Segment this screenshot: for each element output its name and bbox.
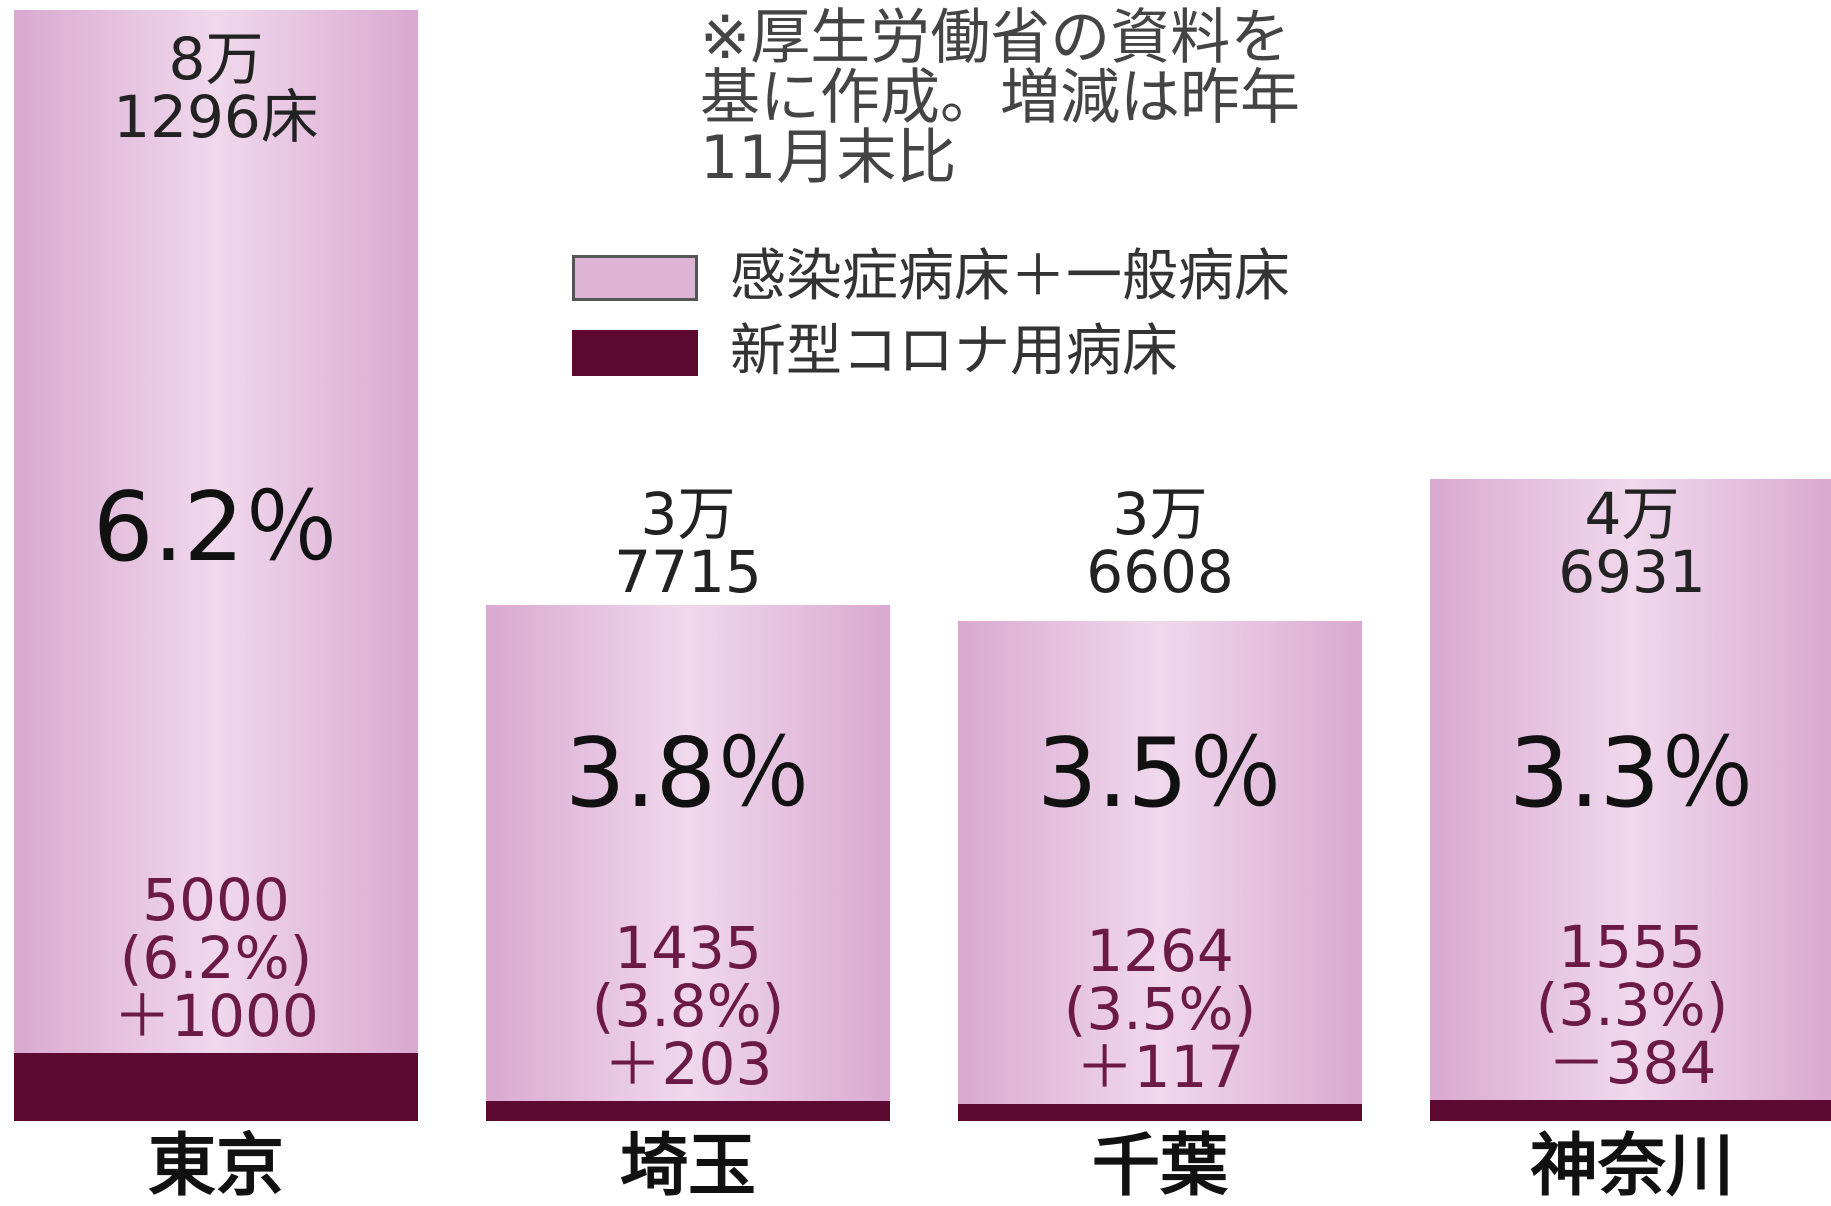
legend-label: 新型コロナ用病床	[730, 319, 1178, 384]
value-label: 8万 1296床	[113, 24, 319, 151]
bar	[14, 1052, 418, 1121]
corona-label: 1435 (3.8%) ＋203	[486, 919, 890, 1093]
bar	[958, 620, 1362, 1121]
x-tick-label: 神奈川	[1529, 1127, 1734, 1206]
share-label-large: 3.3％	[1508, 719, 1756, 829]
bar	[1430, 479, 1831, 1121]
share-label: (3.5%)	[1063, 974, 1257, 1043]
legend-swatch	[572, 330, 698, 376]
x-tick-label: 東京	[147, 1127, 284, 1206]
value-label: 3万 7715	[614, 480, 762, 606]
legend-label: 感染症病床＋一般病床	[730, 244, 1290, 309]
value-label: 5000	[142, 865, 290, 934]
value-label: 3万 6608	[1086, 480, 1234, 606]
share-label: (3.8%)	[591, 972, 785, 1041]
corona-label: 1264 (3.5%) ＋117	[958, 922, 1362, 1096]
bar	[14, 9, 418, 1121]
share-label: (3.3%)	[1535, 970, 1729, 1039]
share-label-large: 3.5％	[1036, 719, 1284, 829]
change-label: ＋117	[1075, 1032, 1245, 1101]
value-label: 1435	[614, 914, 762, 983]
value-label: 1264	[1086, 916, 1234, 985]
bar	[1430, 1099, 1831, 1121]
change-label: －384	[1547, 1028, 1717, 1097]
share-label: (6.2%)	[119, 923, 313, 992]
bar	[486, 1101, 890, 1121]
change-label: ＋1000	[113, 981, 319, 1050]
note-line: 11月末比	[700, 123, 957, 193]
note-line: 基に作成。増減は昨年	[700, 63, 1300, 133]
change-label: ＋203	[603, 1030, 773, 1099]
corona-label: 1555 (3.3%) －384	[1430, 918, 1831, 1092]
corona-label: 5000 (6.2%) ＋1000	[14, 871, 418, 1045]
value-label: 4万 6931	[1558, 480, 1706, 606]
bar	[486, 605, 890, 1121]
note-line: ※厚生労働省の資料を	[700, 3, 1291, 73]
x-tick-label: 千葉	[1091, 1127, 1228, 1206]
share-label-large: 3.8％	[564, 719, 812, 829]
value-label: 1555	[1558, 912, 1706, 981]
x-tick-label: 埼玉	[619, 1127, 756, 1206]
share-label-large: 6.2％	[92, 473, 340, 584]
bar	[958, 1103, 1362, 1121]
legend-swatch	[572, 255, 698, 301]
